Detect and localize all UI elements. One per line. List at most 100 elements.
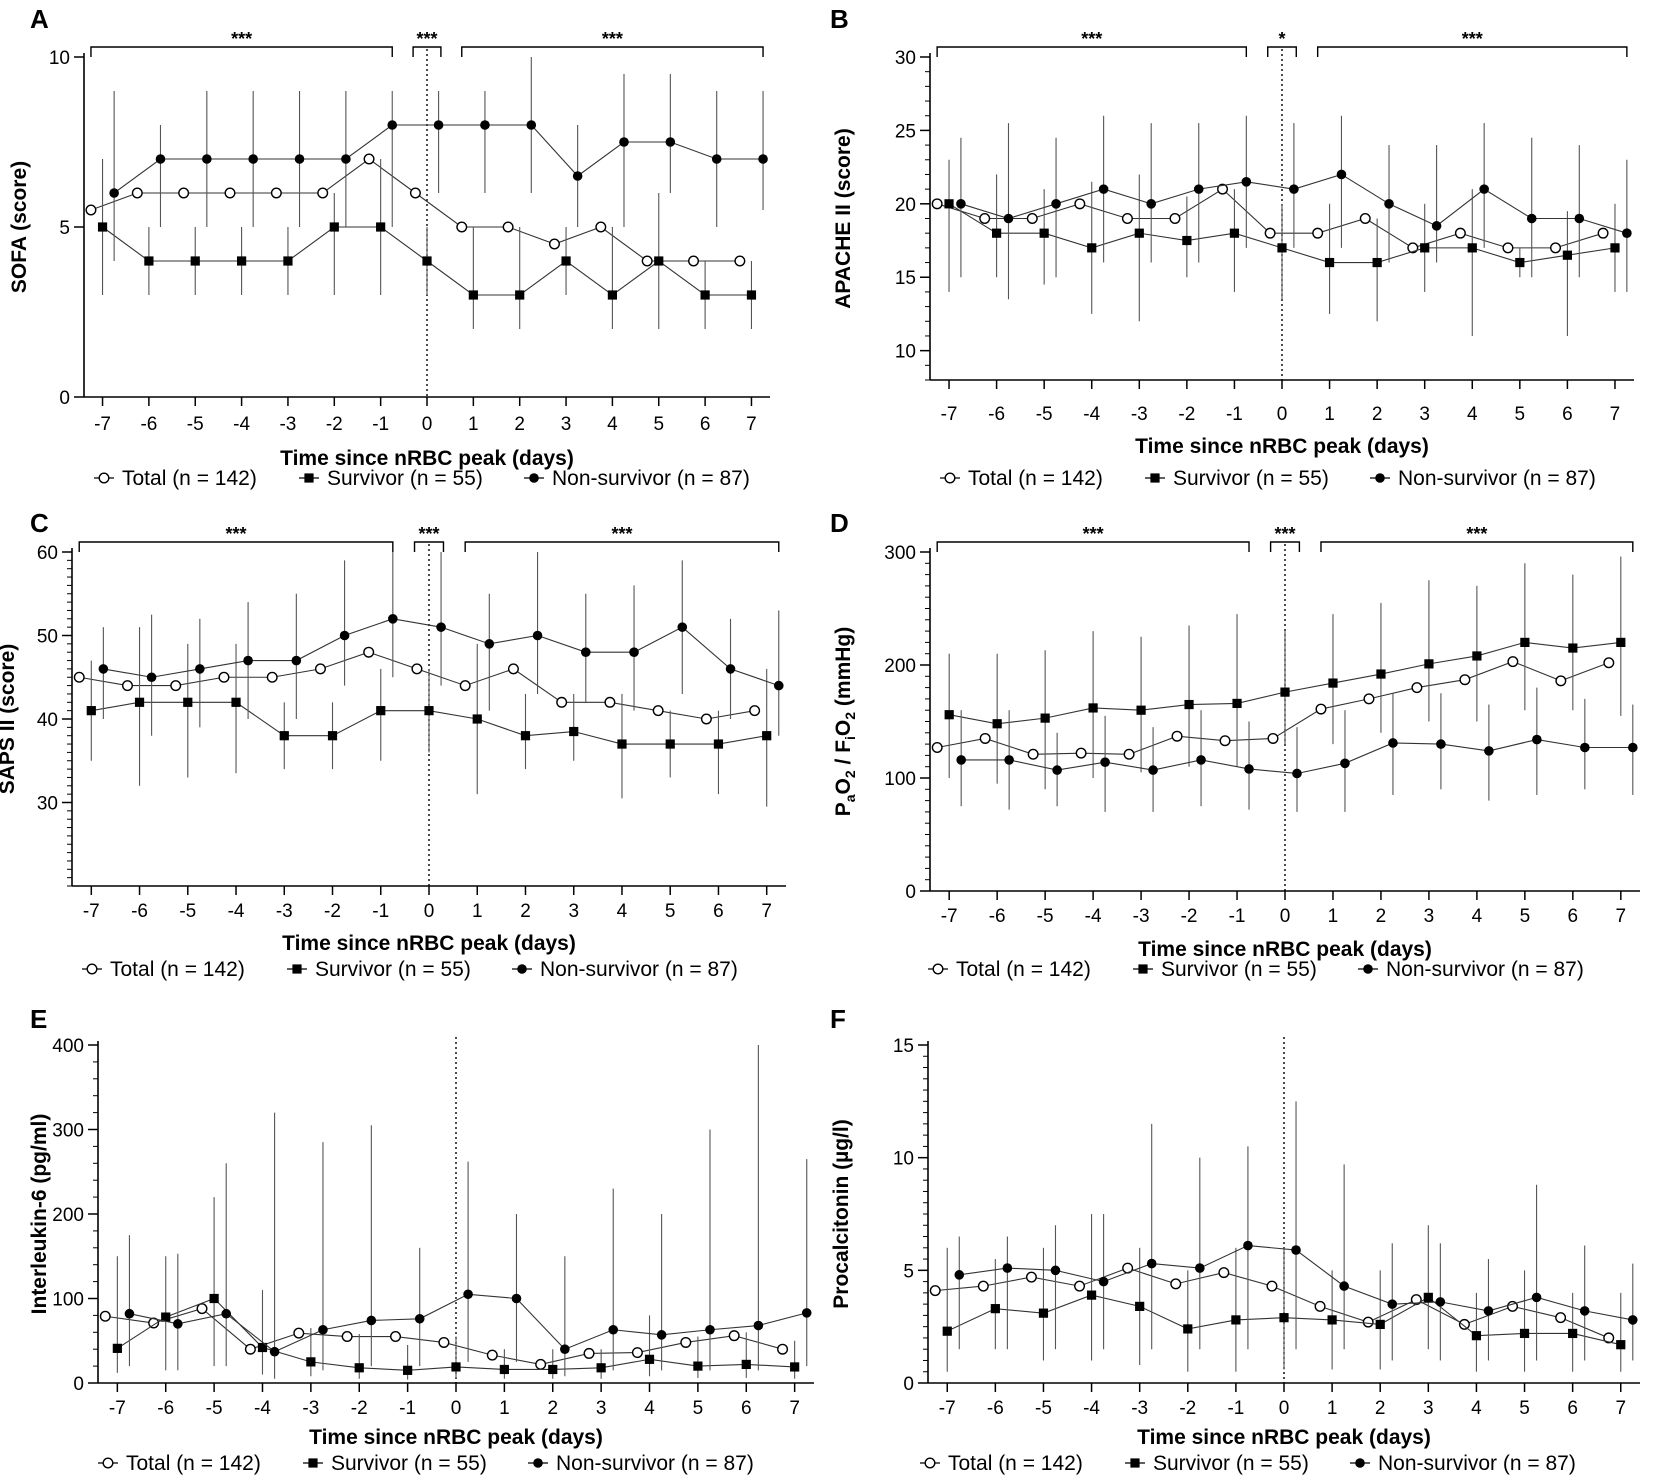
data-point <box>1241 176 1252 187</box>
data-point <box>734 255 746 267</box>
x-tick-label: -1 <box>1227 1398 1244 1419</box>
y-tick-label: 10 <box>49 48 70 69</box>
data-point <box>354 1363 364 1373</box>
series-nonsurvivor <box>124 1045 812 1379</box>
data-point <box>327 731 338 741</box>
data-point <box>155 154 166 164</box>
y-axis-title: Interleukin-6 (pg/ml) <box>28 1114 51 1315</box>
legend-label: Total (n = 142) <box>948 1452 1083 1475</box>
data-point <box>1218 1267 1230 1279</box>
data-point <box>1555 1312 1567 1324</box>
data-point <box>1372 257 1382 268</box>
y-axis-title: SAPS II (score) <box>0 644 19 795</box>
legend-marker <box>932 963 944 975</box>
y-tick-label: 15 <box>893 1036 914 1057</box>
data-point <box>414 1313 425 1324</box>
legend-item-nonsurvivor: Non-survivor (n = 87) <box>1370 467 1596 490</box>
data-point <box>990 1304 1000 1314</box>
significance-bracket: *** <box>464 524 780 552</box>
data-point <box>569 726 579 737</box>
legend: Total (n = 142) Survivor (n = 55) Non-surv… <box>920 1452 1576 1475</box>
significance-bracket-line <box>78 541 394 552</box>
legend-label: Non-survivor (n = 87) <box>1378 1452 1576 1475</box>
data-point <box>1340 758 1350 769</box>
data-point <box>1266 1280 1278 1292</box>
panel-a: A 0 5 10 -7 -6 -5 -4 -3 -2 -1 0 1 2 3 4 5 6 7 Time since nR… <box>8 4 770 490</box>
legend-marker <box>308 1458 318 1468</box>
data-point <box>652 705 664 717</box>
data-point <box>283 256 293 266</box>
data-point <box>1423 1292 1433 1302</box>
data-point <box>631 1347 643 1359</box>
significance-bracket: *** <box>936 524 1250 552</box>
data-point <box>1531 1292 1542 1303</box>
data-point <box>388 614 398 624</box>
x-tick-label: 1 <box>468 414 479 435</box>
data-point <box>532 630 543 641</box>
data-point <box>403 1365 413 1375</box>
legend-marker <box>304 473 314 483</box>
data-point <box>954 1270 965 1280</box>
data-point <box>762 731 772 741</box>
x-tick-label: 4 <box>1467 404 1478 425</box>
data-point <box>931 198 943 210</box>
x-tick-label: 3 <box>568 901 579 922</box>
data-point <box>170 680 182 692</box>
legend-label: Total (n = 142) <box>968 467 1103 490</box>
legend-item-nonsurvivor: Non-survivor (n = 87) <box>528 1452 754 1475</box>
data-point <box>1610 243 1620 253</box>
data-point <box>1387 1299 1398 1309</box>
data-point <box>472 714 482 724</box>
y-tick-label: 100 <box>52 1290 84 1311</box>
data-point <box>728 1330 740 1342</box>
x-tick-label: -2 <box>1178 404 1195 425</box>
data-point <box>502 221 514 233</box>
x-tick-label: 6 <box>741 1398 752 1419</box>
panel-letter: B <box>830 4 849 34</box>
x-axis-title: Time since nRBC peak (days) <box>1135 435 1429 458</box>
data-point <box>1574 213 1585 224</box>
x-tick-label: 4 <box>644 1398 655 1419</box>
data-point <box>992 719 1002 729</box>
significance-bracket: *** <box>413 524 445 552</box>
data-point <box>511 1293 522 1304</box>
data-point <box>1555 675 1567 687</box>
legend-label: Total (n = 142) <box>126 1452 261 1475</box>
data-point <box>121 680 133 692</box>
x-tick-label: 5 <box>1520 906 1531 927</box>
data-point <box>99 1310 111 1322</box>
x-tick-label: -7 <box>941 404 958 425</box>
data-point <box>688 255 700 267</box>
data-point <box>1532 734 1542 745</box>
data-point <box>693 1361 703 1371</box>
data-point <box>1616 637 1626 647</box>
x-tick-label: -5 <box>1037 906 1054 927</box>
data-point <box>548 1364 558 1375</box>
data-point <box>248 154 258 164</box>
x-tick-label: 1 <box>1327 1398 1338 1419</box>
data-point <box>1026 212 1038 224</box>
data-point <box>1507 656 1519 668</box>
data-point <box>97 222 108 232</box>
data-point <box>790 1362 800 1372</box>
data-point <box>1550 242 1562 254</box>
x-tick-label: -7 <box>109 1398 126 1419</box>
x-tick-label: 7 <box>1610 404 1621 425</box>
data-point <box>436 622 446 632</box>
data-point <box>317 187 329 199</box>
legend: Total (n = 142) Survivor (n = 55) Non-surv… <box>928 958 1584 981</box>
data-point <box>741 1359 751 1370</box>
x-tick-label: -1 <box>399 1398 416 1419</box>
legend-marker <box>924 1457 936 1469</box>
series-survivor <box>942 1214 1626 1372</box>
y-tick-label: 30 <box>37 794 58 815</box>
data-point <box>1515 257 1525 268</box>
data-point <box>929 1285 941 1297</box>
data-point <box>1289 184 1299 194</box>
data-point <box>944 710 954 720</box>
data-point <box>1375 1319 1385 1330</box>
data-point <box>507 663 519 675</box>
data-point <box>725 664 736 674</box>
data-point <box>1526 213 1537 224</box>
y-tick-label: 10 <box>895 342 916 363</box>
